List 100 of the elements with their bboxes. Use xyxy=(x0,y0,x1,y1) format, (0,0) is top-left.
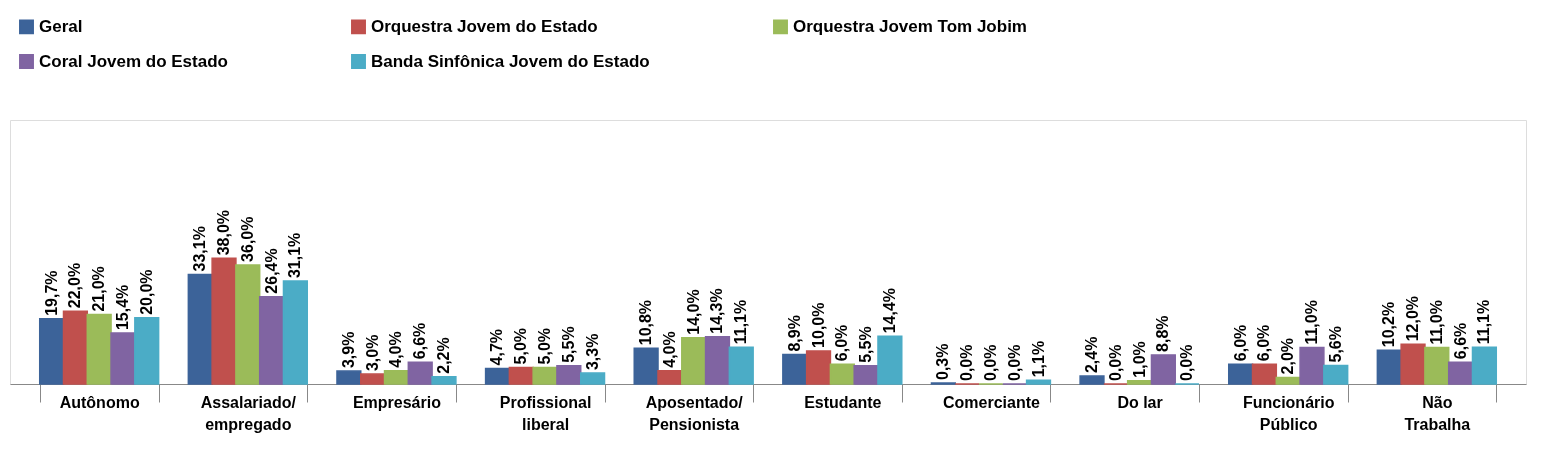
data-label: 0,3% xyxy=(934,343,952,381)
data-label: 6,0% xyxy=(833,324,851,362)
x-tick-label: Do lar xyxy=(1117,393,1163,411)
bar xyxy=(532,366,558,385)
bar xyxy=(1471,346,1498,385)
data-label: 10,2% xyxy=(1380,301,1398,348)
bar xyxy=(1079,375,1105,385)
bar xyxy=(1126,379,1153,385)
legend-label: Coral Jovem do Estado xyxy=(39,51,228,71)
bar xyxy=(110,332,136,385)
bar xyxy=(336,370,362,385)
data-label: 14,4% xyxy=(880,287,898,334)
legend-label: Orquestra Jovem do Estado xyxy=(371,16,598,36)
data-label: 2,2% xyxy=(434,337,452,374)
data-label: 26,4% xyxy=(262,248,280,294)
data-label: 2,0% xyxy=(1279,337,1297,375)
data-label: 21,0% xyxy=(90,266,108,312)
data-label: 1,0% xyxy=(1130,341,1148,378)
bar xyxy=(86,313,112,385)
bar xyxy=(1275,376,1301,385)
data-label: 0,0% xyxy=(981,344,999,381)
x-tick-label: Aposentado/ Pensionista xyxy=(645,393,744,433)
data-label: 6,6% xyxy=(411,322,429,360)
bar xyxy=(1447,361,1474,385)
data-label: 31,1% xyxy=(286,232,304,279)
bar xyxy=(805,350,832,385)
data-label: 14,3% xyxy=(708,288,726,334)
bar xyxy=(1251,363,1278,385)
data-label: 14,0% xyxy=(684,289,702,335)
bar xyxy=(407,361,433,385)
data-label: 2,4% xyxy=(1083,336,1101,374)
bar xyxy=(657,370,683,385)
data-label: 3,3% xyxy=(583,333,601,371)
data-label: 5,5% xyxy=(857,326,875,363)
bar xyxy=(38,318,65,385)
data-label: 11,0% xyxy=(1427,300,1445,345)
bar xyxy=(1299,346,1325,385)
data-label: 11,1% xyxy=(732,299,750,345)
data-label: 6,6% xyxy=(1451,322,1469,360)
legend-label: Banda Sinfônica Jovem do Estado xyxy=(371,51,650,71)
bar xyxy=(704,335,731,385)
data-label: 19,7% xyxy=(42,270,60,316)
bar xyxy=(1150,354,1176,385)
data-label: 10,0% xyxy=(809,302,827,348)
x-tick-label: Empresário xyxy=(352,393,442,411)
data-label: 5,0% xyxy=(536,327,554,365)
data-label: 36,0% xyxy=(238,216,256,262)
data-label: 5,0% xyxy=(512,327,530,365)
bar xyxy=(1323,364,1349,385)
data-label: 8,8% xyxy=(1154,315,1172,352)
bar xyxy=(235,264,261,385)
bar xyxy=(1025,379,1052,385)
legend-label: Geral xyxy=(39,16,83,36)
data-label: 11,0% xyxy=(1302,300,1320,345)
x-tick-label: Profissional liberal xyxy=(499,393,592,433)
data-label: 5,6% xyxy=(1326,326,1344,363)
data-label: 10,8% xyxy=(637,299,655,346)
bar xyxy=(282,280,308,385)
bar xyxy=(829,363,855,385)
bar xyxy=(877,335,903,385)
data-label: 0,0% xyxy=(1106,344,1124,381)
x-tick-label: Não Trabalha xyxy=(1404,393,1471,433)
data-label: 5,5% xyxy=(559,326,577,363)
bar xyxy=(681,336,707,385)
data-label: 6,0% xyxy=(1231,324,1249,362)
bar xyxy=(62,310,89,385)
bar xyxy=(579,372,606,385)
data-label: 6,0% xyxy=(1255,324,1273,362)
bar xyxy=(1376,349,1402,385)
bar xyxy=(853,365,879,385)
bar xyxy=(484,367,511,385)
data-label: 15,4% xyxy=(113,284,131,331)
bar xyxy=(508,366,534,385)
legend-label: Orquestra Jovem Tom Jobim xyxy=(793,16,1027,36)
data-label: 3,9% xyxy=(339,331,357,369)
data-label: 0,0% xyxy=(958,344,976,381)
data-label: 4,0% xyxy=(387,331,405,368)
bar xyxy=(211,257,237,385)
bar xyxy=(187,273,213,385)
bar xyxy=(383,370,410,385)
data-label: 1,1% xyxy=(1029,340,1047,378)
bar xyxy=(1400,343,1426,385)
data-label: 4,7% xyxy=(488,328,506,366)
bar xyxy=(633,347,659,385)
data-label: 4,0% xyxy=(660,331,678,368)
data-label: 11,1% xyxy=(1475,299,1493,345)
x-tick-label: Autônomo xyxy=(59,393,140,411)
data-label: 20,0% xyxy=(137,269,155,315)
bar xyxy=(360,373,386,385)
bar xyxy=(728,346,754,385)
x-tick-label: Assalariado/ empregado xyxy=(200,393,297,433)
bar xyxy=(782,353,808,385)
data-label: 33,1% xyxy=(191,226,209,272)
x-tick-label: Funcionário Público xyxy=(1242,393,1335,433)
data-label: 38,0% xyxy=(215,209,233,256)
bar xyxy=(134,317,160,385)
bar xyxy=(1424,346,1450,385)
data-label: 22,0% xyxy=(66,262,84,309)
bar xyxy=(1228,363,1254,385)
data-label: 12,0% xyxy=(1404,295,1422,342)
